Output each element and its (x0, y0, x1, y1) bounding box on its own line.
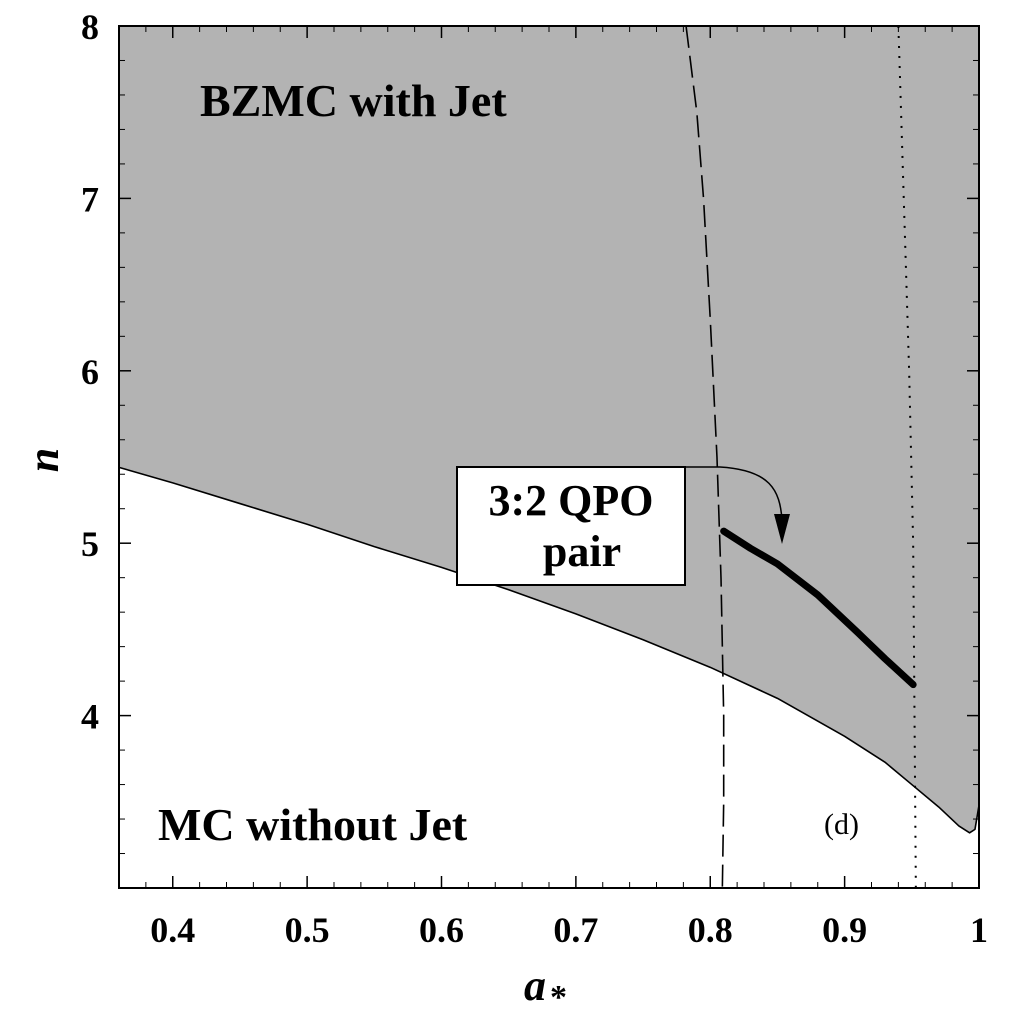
x-tick-label: 0.7 (553, 910, 598, 950)
series-layer (118, 25, 980, 889)
panel-label: (d) (824, 808, 859, 841)
x-tick-label: 0.5 (285, 910, 330, 950)
x-tick-label: 0.4 (150, 910, 195, 950)
x-axis-title: a * (524, 961, 567, 1010)
callout-text-line1: 3:2 QPO (489, 476, 654, 525)
callout-text-line2: pair (543, 527, 621, 576)
x-tick-label: 0.6 (419, 910, 464, 950)
x-tick-label: 0.8 (688, 910, 733, 950)
y-tick-label: 4 (81, 697, 99, 737)
shaded-region-bzmc (119, 26, 979, 833)
plot-area: 0.4 0.5 0.6 0.7 0.8 0.9 1 4 5 6 7 8 (81, 7, 988, 950)
ticks-layer: 0.4 0.5 0.6 0.7 0.8 0.9 1 4 5 6 7 8 (81, 7, 988, 950)
y-axis-label: n (19, 448, 68, 472)
dashed-curve (685, 25, 725, 889)
callout-arrow-line (685, 466, 783, 521)
x-axis-subscript: * (550, 979, 567, 1010)
boundary-curve (118, 466, 980, 834)
dotted-curve (897, 25, 917, 889)
y-tick-label: 6 (81, 352, 99, 392)
x-axis-label: a (524, 961, 546, 1010)
region-label-lower: MC without Jet (158, 799, 468, 850)
y-tick-label: 8 (81, 7, 99, 47)
region-label-upper: BZMC with Jet (200, 75, 507, 126)
qpo-pair-curve (720, 527, 917, 689)
y-tick-label: 5 (81, 524, 99, 564)
callout-box (456, 466, 686, 586)
callout-arrowhead (774, 514, 790, 544)
x-tick-label: 1 (970, 910, 988, 950)
annotation-callout: 3:2 QPO pair (456, 466, 790, 586)
x-tick-label: 0.9 (822, 910, 867, 950)
y-tick-label: 7 (81, 179, 99, 219)
